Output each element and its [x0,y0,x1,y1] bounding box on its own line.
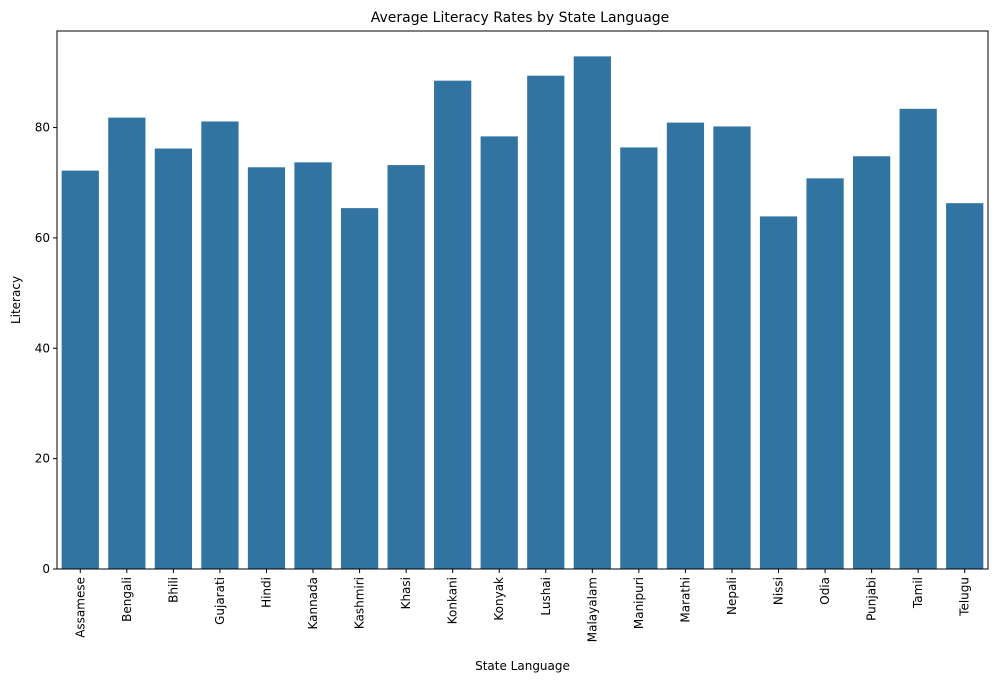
bar-kannada [294,162,332,569]
x-axis: Assamese Bengali Bhili Gujarati Hindi Kannada… [73,569,972,642]
x-tick-label: Manipuri [632,577,646,629]
chart-title: Average Literacy Rates by State Language [371,10,670,26]
bar-tamil [899,108,937,570]
bar-kashmiri [340,208,379,569]
x-tick-label: Khasi [399,577,413,609]
y-tick-label: 60 [35,231,50,245]
x-axis-label: State Language [475,659,570,673]
x-tick-label: Marathi [678,577,692,623]
x-tick-label: Odia [818,577,832,605]
x-tick-label: Punjabi [865,577,879,621]
bar-hindi [247,167,286,569]
bar-bhili [154,148,192,570]
x-tick-label: Bhili [166,577,180,603]
bar-konyak [480,136,518,569]
bar-bengali [108,117,146,569]
y-axis-label: Literacy [9,276,23,324]
y-tick-label: 80 [35,121,50,135]
x-tick-label: Tamil [911,577,925,609]
x-tick-label: Telugu [958,577,972,617]
x-tick-label: Konkani [446,577,460,624]
x-tick-label: Assamese [73,577,87,638]
x-tick-label: Kannada [306,577,320,630]
bar-manipuri [620,147,658,569]
bar-nepali [713,126,751,569]
x-tick-label: Konyak [492,577,506,621]
bar-khasi [387,165,425,569]
x-tick-label: Hindi [259,577,273,608]
x-tick-label: Kashmiri [353,577,367,629]
bar-konkani [434,80,472,570]
y-axis: 0 20 40 60 80 [35,121,57,576]
bar-telugu [946,203,984,569]
bar-marathi [666,122,705,569]
y-tick-label: 20 [35,452,50,466]
bar-assamese [61,170,99,569]
bar-punjabi [853,156,891,569]
bar-odia [806,178,844,569]
y-tick-label: 0 [42,562,50,576]
x-tick-label: Lushai [539,577,553,616]
bar-malayalam [573,56,611,569]
bar-nissi [759,216,798,569]
bar-lushai [527,75,565,570]
x-tick-label: Gujarati [213,577,227,625]
x-tick-label: Malayalam [585,577,599,642]
bar-gujarati [201,121,239,570]
plot-frame [56,30,989,570]
bars-group [61,56,984,570]
x-tick-label: Nissi [772,577,786,605]
y-tick-label: 40 [35,341,50,355]
x-tick-label: Nepali [725,577,739,615]
x-tick-label: Bengali [120,577,134,622]
